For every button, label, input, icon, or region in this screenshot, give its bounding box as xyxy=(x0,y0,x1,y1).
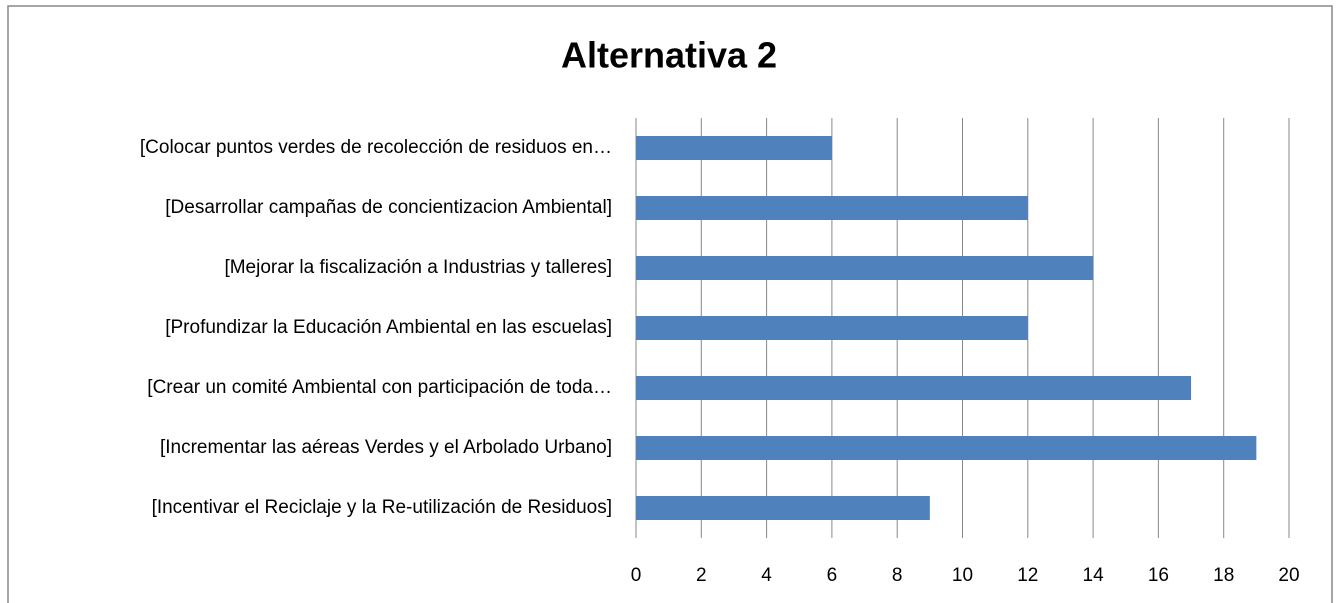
x-tick-label: 16 xyxy=(1148,565,1169,586)
x-tick-label: 10 xyxy=(952,565,973,586)
x-tick-label: 0 xyxy=(631,565,642,586)
y-tick-label: [Incentivar el Reciclaje y la Re-utiliza… xyxy=(152,497,612,518)
y-tick-label: [Crear un comité Ambiental con participa… xyxy=(147,377,612,398)
bar xyxy=(636,256,1094,280)
y-tick-label: [Profundizar la Educación Ambiental en l… xyxy=(165,317,612,338)
x-tick-label: 2 xyxy=(696,565,707,586)
x-tick-label: 8 xyxy=(892,565,903,586)
y-tick-label: [Mejorar la fiscalización a Industrias y… xyxy=(224,257,612,278)
x-tick-label: 4 xyxy=(761,565,772,586)
bar xyxy=(636,316,1028,340)
bar xyxy=(636,196,1028,220)
x-tick-label: 6 xyxy=(827,565,838,586)
y-tick-label: [Desarrollar campañas de concientizacion… xyxy=(165,197,612,218)
bar xyxy=(636,436,1257,460)
x-tick-label: 20 xyxy=(1278,565,1299,586)
bar xyxy=(636,136,832,160)
chart-frame xyxy=(7,5,1333,603)
y-tick-label: [Incrementar las aéreas Verdes y el Arbo… xyxy=(160,437,612,458)
x-tick-label: 12 xyxy=(1017,565,1038,586)
x-tick-label: 18 xyxy=(1213,565,1234,586)
bar xyxy=(636,376,1192,400)
x-tick-label: 14 xyxy=(1083,565,1105,586)
bar xyxy=(636,496,930,520)
y-tick-label: [Colocar puntos verdes de recolección de… xyxy=(140,137,612,158)
chart-title: Alternativa 2 xyxy=(561,35,777,76)
